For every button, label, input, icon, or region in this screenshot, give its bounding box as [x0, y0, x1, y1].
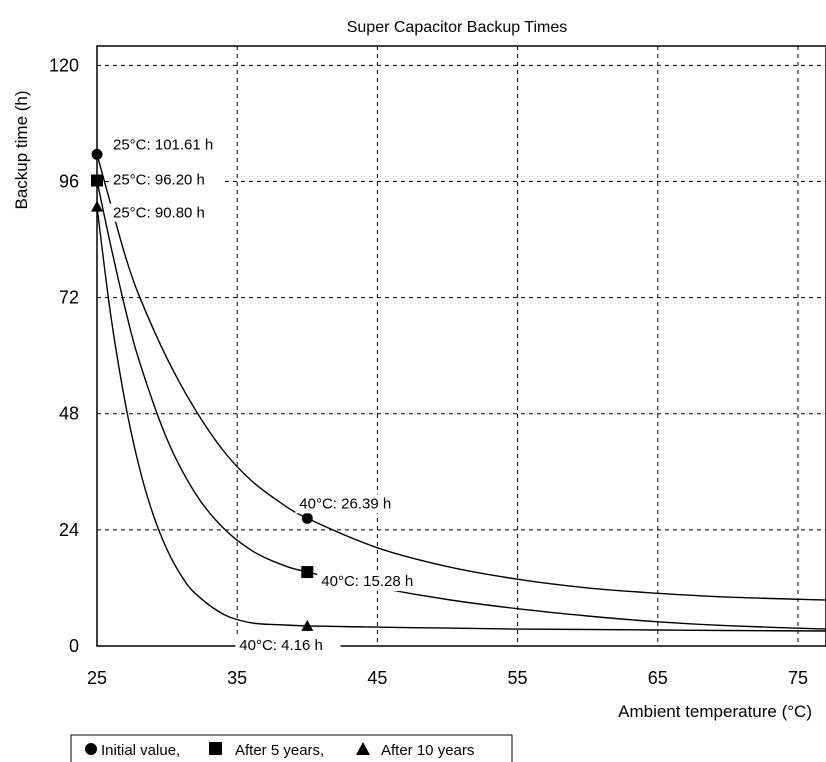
annotations: 25°C: 101.61 h 40°C: 26.39 h 25°C: 96.20 h…	[110, 135, 431, 655]
legend: Initial value, After 5 years, After 10 y…	[70, 734, 513, 762]
y-tick-label: 72	[59, 288, 79, 308]
data-label-bg	[110, 170, 222, 189]
x-axis-label: Ambient temperature (°C)	[618, 702, 812, 721]
data-label: 40°C: 26.39 h	[299, 495, 391, 512]
y-tick-label: 24	[59, 520, 79, 540]
legend-entry-initial: Initial value,	[101, 742, 180, 759]
data-label-bg	[110, 203, 222, 222]
legend-marker-square	[209, 742, 222, 755]
x-tick-label: 35	[227, 668, 247, 688]
data-point-square	[301, 566, 314, 579]
data-label-bg	[110, 135, 230, 154]
data-label: 40°C: 15.28 h	[321, 573, 413, 590]
markers	[91, 148, 314, 631]
data-label: 25°C: 101.61 h	[113, 136, 213, 153]
y-ticks: 0 24 48 72 96 120	[49, 55, 79, 656]
x-tick-label: 65	[648, 668, 668, 688]
curves	[96, 154, 826, 632]
data-point-circle	[91, 148, 103, 160]
data-point-square	[91, 174, 103, 187]
series-line-square	[96, 180, 826, 630]
x-tick-label: 75	[788, 668, 808, 688]
legend-marker-triangle	[356, 742, 370, 755]
legend-entry-5-years: After 5 years,	[235, 742, 324, 759]
y-tick-label: 48	[59, 404, 79, 424]
data-point-triangle	[91, 200, 103, 212]
y-tick-label: 0	[69, 636, 79, 656]
x-tick-label: 25	[87, 668, 107, 688]
data-label: 25°C: 90.80 h	[113, 205, 205, 222]
data-label-bg	[235, 635, 341, 655]
plot-frame	[96, 45, 826, 647]
legend-box	[70, 734, 513, 762]
series-line-circle	[96, 154, 826, 601]
data-label-bg	[317, 572, 431, 592]
chart-title: Super Capacitor Backup Times	[347, 19, 568, 36]
series-line-triangle	[96, 206, 826, 632]
data-point-circle	[301, 512, 313, 524]
data-label: 25°C: 96.20 h	[113, 172, 205, 189]
legend-marker-circle	[85, 743, 97, 755]
y-tick-label: 120	[49, 55, 79, 75]
x-tick-label: 55	[508, 668, 528, 688]
x-tick-label: 45	[367, 668, 387, 688]
y-tick-label: 96	[59, 171, 79, 191]
y-axis-label: Backup time (h)	[12, 90, 31, 209]
legend-entry-10-years: After 10 years	[381, 742, 474, 759]
data-label: 40°C: 4.16 h	[239, 637, 323, 654]
x-ticks: 25 35 45 55 65 75	[87, 668, 808, 688]
data-label-bg	[295, 494, 409, 514]
data-point-triangle	[301, 619, 314, 631]
